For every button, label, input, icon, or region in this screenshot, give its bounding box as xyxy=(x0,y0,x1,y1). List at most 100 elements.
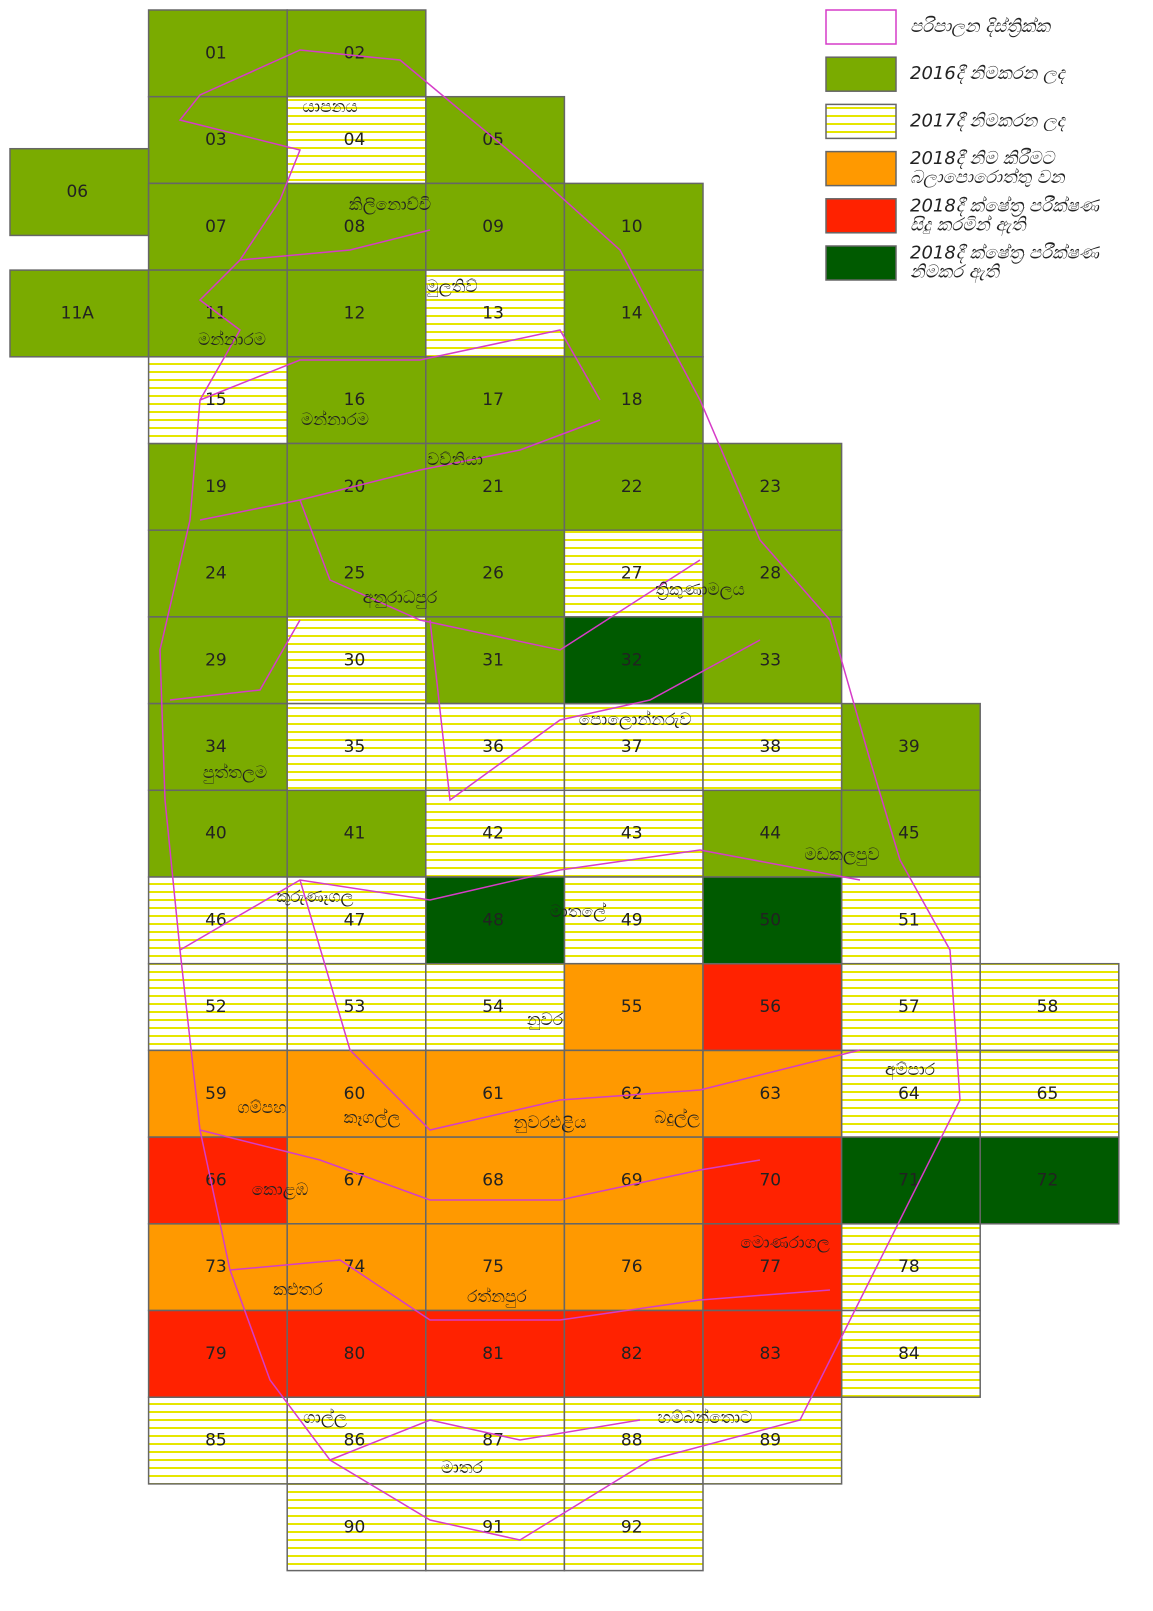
district-label: කුරුණෑගල xyxy=(277,887,354,907)
tile-label: 06 xyxy=(66,182,88,202)
tile-label: 01 xyxy=(205,43,227,63)
tile-label: 09 xyxy=(482,217,504,237)
tile-label: 77 xyxy=(759,1257,781,1277)
tile-label: 85 xyxy=(205,1431,227,1451)
legend-swatch xyxy=(825,103,897,140)
tile xyxy=(702,962,843,1052)
tile-label: 41 xyxy=(344,824,366,844)
district-label: කොළඹ xyxy=(252,1180,309,1200)
tile-label: 76 xyxy=(621,1257,643,1277)
district-label: වව්නියා xyxy=(427,450,483,470)
tile xyxy=(425,616,566,705)
tile-label: 74 xyxy=(344,1257,366,1277)
tile-label: 23 xyxy=(759,477,781,497)
district-label: මාතර xyxy=(441,1458,484,1478)
tile-label: 51 xyxy=(898,910,920,930)
tile-label: 30 xyxy=(344,650,366,670)
tile-label: 54 xyxy=(482,997,504,1017)
district-label: කෑගල්ල xyxy=(344,1108,401,1128)
tile-label: 17 xyxy=(482,390,504,410)
tile-label: 11A xyxy=(61,303,95,323)
tile-label: 32 xyxy=(621,650,643,670)
tile xyxy=(286,529,427,618)
tile xyxy=(425,182,566,271)
tile-label: 62 xyxy=(621,1084,643,1104)
tile xyxy=(147,962,288,1052)
tile xyxy=(286,1309,427,1398)
tile-label: 81 xyxy=(482,1344,504,1364)
tile-label: 92 xyxy=(621,1517,643,1537)
tile-label: 35 xyxy=(344,737,366,757)
legend-label: 2017දී නිමකරන ලද xyxy=(910,110,1067,131)
tile-label: 82 xyxy=(621,1344,643,1364)
tile-label: 40 xyxy=(205,824,227,844)
tile-label: 65 xyxy=(1037,1084,1059,1104)
tile-label: 36 xyxy=(482,737,504,757)
legend-swatch xyxy=(825,150,897,187)
district-label: බදුල්ල xyxy=(654,1108,700,1128)
tile-label: 07 xyxy=(205,217,227,237)
tile-label: 16 xyxy=(344,390,366,410)
tile xyxy=(702,1223,843,1312)
tile-label: 21 xyxy=(482,477,504,497)
tile xyxy=(563,616,704,705)
legend-label: 2016දී නිමකරන ලද xyxy=(910,63,1067,84)
tile xyxy=(147,1396,288,1485)
tile xyxy=(840,1223,981,1312)
tile xyxy=(840,876,981,965)
tile-label: 28 xyxy=(759,564,781,584)
tile-label: 70 xyxy=(759,1170,781,1190)
tile xyxy=(286,95,427,185)
district-boundaries xyxy=(159,49,961,1541)
tile-label: 33 xyxy=(759,650,781,670)
district-label: අම්පාර xyxy=(885,1060,936,1081)
tile-label: 84 xyxy=(898,1344,920,1364)
tile-label: 43 xyxy=(621,824,643,844)
tile-label: 64 xyxy=(898,1084,920,1104)
district-label: කිලිනොච්චි xyxy=(349,195,431,215)
tile-label: 57 xyxy=(898,997,920,1017)
legend-swatch xyxy=(825,245,897,281)
tile xyxy=(563,1136,704,1225)
tile-label: 61 xyxy=(482,1084,504,1104)
tile xyxy=(702,702,843,792)
tile xyxy=(563,356,704,445)
tile-label: 13 xyxy=(482,303,504,323)
tile xyxy=(979,1136,1120,1225)
tile xyxy=(9,147,150,237)
district-label: රත්නපුර xyxy=(467,1287,527,1307)
legend-swatch xyxy=(825,198,897,234)
tile xyxy=(147,356,288,445)
tile-label: 42 xyxy=(482,824,504,844)
district-label: මඩකලපුව xyxy=(804,845,879,865)
tile xyxy=(286,1396,427,1485)
legend-swatch xyxy=(825,9,897,45)
tile-label: 47 xyxy=(344,910,366,930)
tile-label: 66 xyxy=(205,1170,227,1190)
tile-label: 83 xyxy=(759,1344,781,1364)
tile-label: 53 xyxy=(344,997,366,1017)
district-label: නුවර xyxy=(527,1010,564,1030)
district-labels: යාපනය කිලිනොච්චි මුලතිව් මන්නාරම මන්නාරම වව්න… xyxy=(198,97,936,1478)
tile-label: 69 xyxy=(621,1170,643,1190)
tile xyxy=(147,702,288,792)
tile-label: 60 xyxy=(344,1084,366,1104)
district-label: ත්‍රිකුණාමලය xyxy=(655,580,745,600)
tile-label: 80 xyxy=(344,1344,366,1364)
tile-label: 88 xyxy=(621,1431,643,1451)
tile-label: 56 xyxy=(759,997,781,1017)
tile-label: 73 xyxy=(205,1257,227,1277)
tile-label: 46 xyxy=(205,910,227,930)
tile-label: 63 xyxy=(759,1084,781,1104)
district-line xyxy=(169,229,861,1461)
district-label: ගම්පහ xyxy=(237,1098,286,1118)
tile-label: 03 xyxy=(205,130,227,150)
tile xyxy=(702,1136,843,1225)
tile-label: 55 xyxy=(621,997,643,1017)
tile xyxy=(425,962,566,1052)
tile xyxy=(563,269,704,358)
tile xyxy=(563,789,704,878)
tile xyxy=(425,702,566,792)
tile xyxy=(563,1049,704,1138)
tile-label: 04 xyxy=(344,130,366,150)
